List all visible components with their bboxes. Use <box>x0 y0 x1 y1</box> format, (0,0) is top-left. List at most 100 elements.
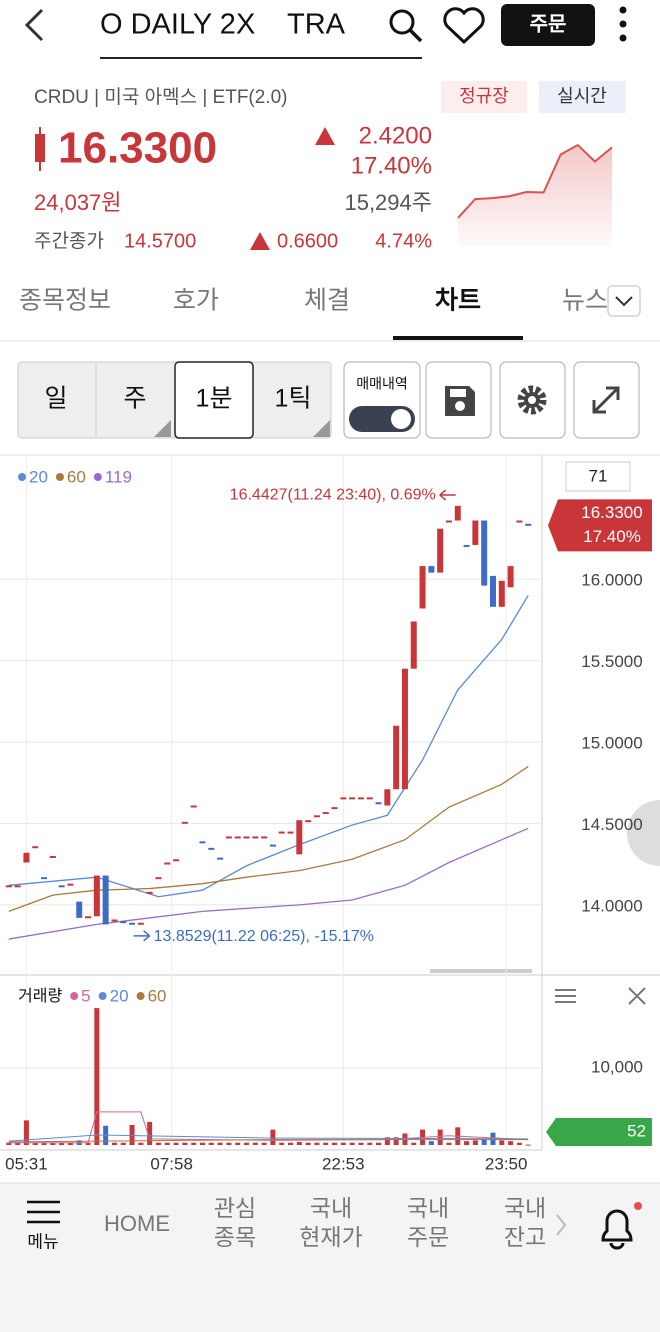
volume-bar <box>41 1142 47 1145</box>
y-tick-label: 10,000 <box>591 1058 643 1077</box>
volume-bar <box>59 1142 65 1145</box>
candle <box>445 520 452 523</box>
candle <box>155 877 162 880</box>
period-button[interactable]: 일 <box>44 385 67 413</box>
volume-bar <box>252 1142 258 1145</box>
change-rate: 17.40% <box>351 152 432 179</box>
up-triangle <box>250 232 270 250</box>
candle <box>67 883 74 886</box>
notification-dot <box>634 1202 642 1210</box>
legend-dot <box>93 473 102 481</box>
tab[interactable]: 호가 <box>173 287 219 315</box>
x-tick-label: 07:58 <box>150 1154 193 1173</box>
nav-label[interactable]: HOME <box>104 1211 170 1236</box>
volume-bar <box>279 1142 285 1145</box>
volume-bar <box>6 1142 12 1145</box>
volume-bar <box>111 1142 117 1145</box>
search-button[interactable] <box>389 9 423 43</box>
volume: 15,294주 <box>344 190 432 215</box>
menu-icon[interactable] <box>27 1200 60 1224</box>
favorite-button[interactable] <box>443 7 485 45</box>
back-button[interactable] <box>24 8 44 42</box>
nav-label[interactable]: 메뉴 <box>27 1232 58 1251</box>
volume-bar <box>358 1142 364 1145</box>
candle <box>129 922 136 925</box>
legend-label: 60 <box>148 986 167 1005</box>
gear-icon <box>528 396 536 404</box>
candle <box>401 668 408 790</box>
nav-label[interactable]: 관심 <box>214 1195 256 1221</box>
volume-bar <box>129 1125 135 1145</box>
badge-bg <box>539 81 626 113</box>
tab-dropdown[interactable] <box>607 285 641 317</box>
nav-label[interactable]: 주문 <box>407 1224 449 1250</box>
candle <box>498 580 505 607</box>
trade-history-label: 매매내역 <box>356 376 408 392</box>
volume-bar <box>384 1137 390 1145</box>
candle <box>49 856 56 858</box>
volume-bar <box>155 1142 161 1145</box>
candle <box>516 520 523 523</box>
day-change: 0.6600 <box>277 230 338 252</box>
candle <box>313 815 320 818</box>
nav-label[interactable]: 종목 <box>214 1224 256 1250</box>
volume-bar <box>173 1142 179 1145</box>
volume-bar <box>296 1141 302 1145</box>
candle <box>463 544 470 547</box>
tab[interactable]: 뉴스 <box>562 287 608 315</box>
legend-dot <box>98 992 107 1000</box>
nav-label[interactable]: 잔고 <box>504 1224 546 1250</box>
candle <box>525 523 532 526</box>
period-button[interactable]: 주 <box>123 385 146 413</box>
order-button[interactable] <box>501 4 595 46</box>
badge-bg <box>441 81 527 113</box>
price-icon <box>35 134 45 162</box>
ma-line <box>8 1139 529 1143</box>
expand-icon <box>592 386 620 414</box>
side-handle[interactable] <box>627 800 660 866</box>
tab[interactable]: 종목정보 <box>19 287 111 315</box>
period-button[interactable]: 1틱 <box>275 385 312 413</box>
y-tick-label: 15.5000 <box>581 652 642 671</box>
y-tick-label: 14.0000 <box>581 896 642 915</box>
candle <box>437 528 444 573</box>
candle <box>102 875 109 925</box>
legend-label: 20 <box>29 467 48 486</box>
tab[interactable]: 차트 <box>435 287 481 315</box>
nav-more[interactable] <box>556 1214 567 1236</box>
nav-label[interactable]: 국내 <box>407 1195 449 1221</box>
volume-bar <box>323 1142 329 1145</box>
volume-bar <box>85 1142 91 1145</box>
notification-button[interactable] <box>601 1209 633 1250</box>
price-krw: 24,037원 <box>34 190 122 215</box>
candle <box>410 621 417 669</box>
count-label: 71 <box>589 466 608 485</box>
legend-label: 60 <box>67 467 86 486</box>
gear-icon <box>517 385 547 415</box>
nav-label[interactable]: 국내 <box>310 1195 352 1221</box>
day-close-label: 주간종가 <box>34 230 104 252</box>
nav-label[interactable]: 국내 <box>504 1195 546 1221</box>
candle <box>454 505 461 521</box>
ma-line <box>8 595 529 898</box>
tab[interactable]: 체결 <box>304 287 350 315</box>
dropdown-icon <box>615 296 633 307</box>
volume-bar <box>481 1138 487 1145</box>
volume-bar <box>191 1142 197 1145</box>
order-label[interactable]: 주문 <box>530 13 567 35</box>
candle <box>120 921 127 924</box>
candle <box>76 901 83 918</box>
volume-menu[interactable] <box>555 989 576 1003</box>
volume-close[interactable] <box>628 987 646 1005</box>
x-tick-label: 22:53 <box>322 1154 365 1173</box>
legend-label: 20 <box>110 986 129 1005</box>
candle <box>217 857 224 860</box>
nav-label[interactable]: 현재가 <box>299 1224 362 1250</box>
volume-bar <box>288 1142 294 1145</box>
volume-bar <box>340 1142 346 1145</box>
candle <box>93 875 100 917</box>
more-button[interactable] <box>619 6 627 42</box>
period-button[interactable]: 1분 <box>196 385 233 413</box>
volume-bar <box>235 1142 241 1145</box>
